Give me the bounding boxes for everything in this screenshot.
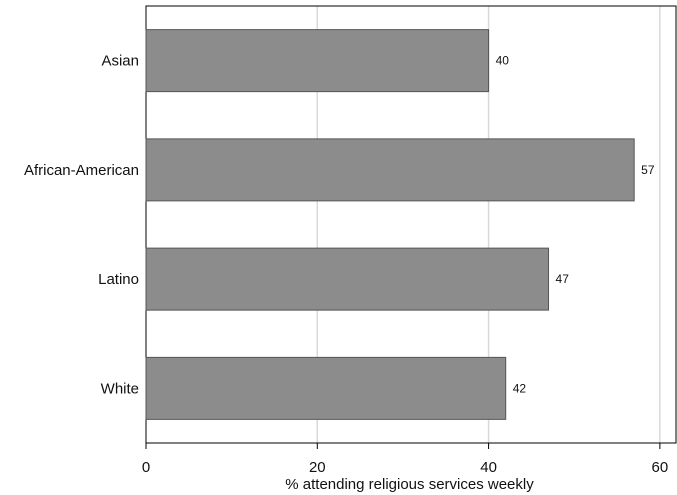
plot-frame [145, 5, 677, 444]
bar-latino [145, 247, 550, 311]
x-axis: 0 20 40 60 [142, 443, 668, 476]
category-label-latino: Latino [98, 271, 139, 288]
bar-asian [145, 29, 490, 93]
x-tick-label-20: 20 [309, 459, 326, 476]
data-label-latino: 47 [556, 272, 570, 286]
data-labels: 40 57 47 42 [496, 54, 655, 396]
category-label-asian: Asian [101, 53, 139, 70]
bars [145, 29, 635, 420]
category-label-african-american: African-American [24, 162, 139, 179]
bar-african-american [145, 138, 635, 202]
data-label-asian: 40 [496, 54, 510, 68]
x-tick-label-60: 60 [652, 459, 669, 476]
bar-white [145, 356, 507, 420]
x-tick-label-0: 0 [142, 459, 150, 476]
category-labels: Asian African-American Latino White [24, 53, 139, 398]
data-label-white: 42 [513, 381, 527, 395]
x-axis-title: % attending religious services weekly [285, 476, 534, 493]
category-label-white: White [101, 380, 139, 397]
x-tick-label-40: 40 [480, 459, 497, 476]
data-label-african-american: 57 [641, 163, 655, 177]
